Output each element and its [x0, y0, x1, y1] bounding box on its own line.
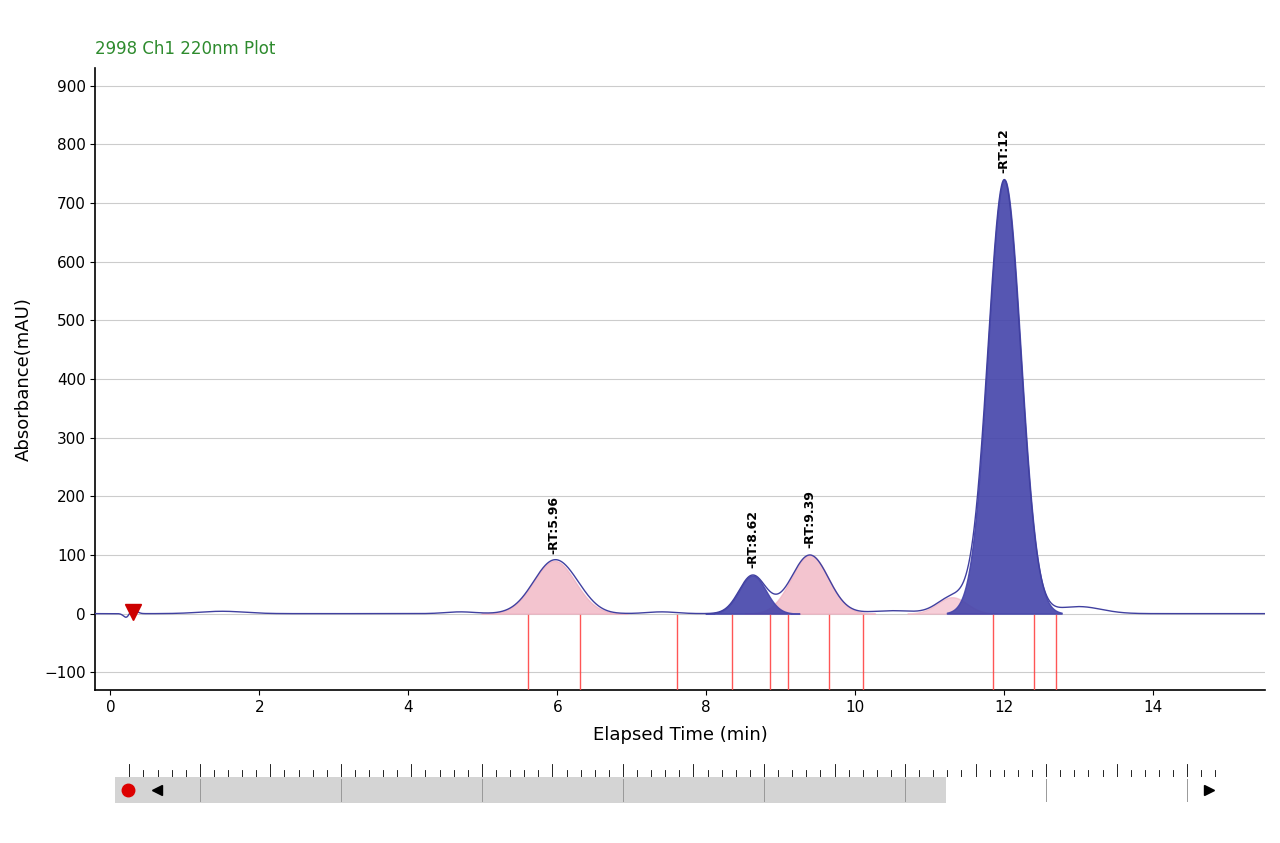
Text: 2998 Ch1 220nm Plot: 2998 Ch1 220nm Plot — [96, 40, 275, 58]
Text: -RT:8.62: -RT:8.62 — [746, 511, 759, 568]
Text: -RT:5.96: -RT:5.96 — [548, 496, 561, 554]
Bar — [115, 777, 946, 803]
X-axis label: Elapsed Time (min): Elapsed Time (min) — [593, 726, 768, 744]
Y-axis label: Absorbance(mAU): Absorbance(mAU) — [15, 297, 33, 461]
Text: -RT:12: -RT:12 — [998, 128, 1011, 173]
Text: -RT:9.39: -RT:9.39 — [804, 490, 817, 548]
